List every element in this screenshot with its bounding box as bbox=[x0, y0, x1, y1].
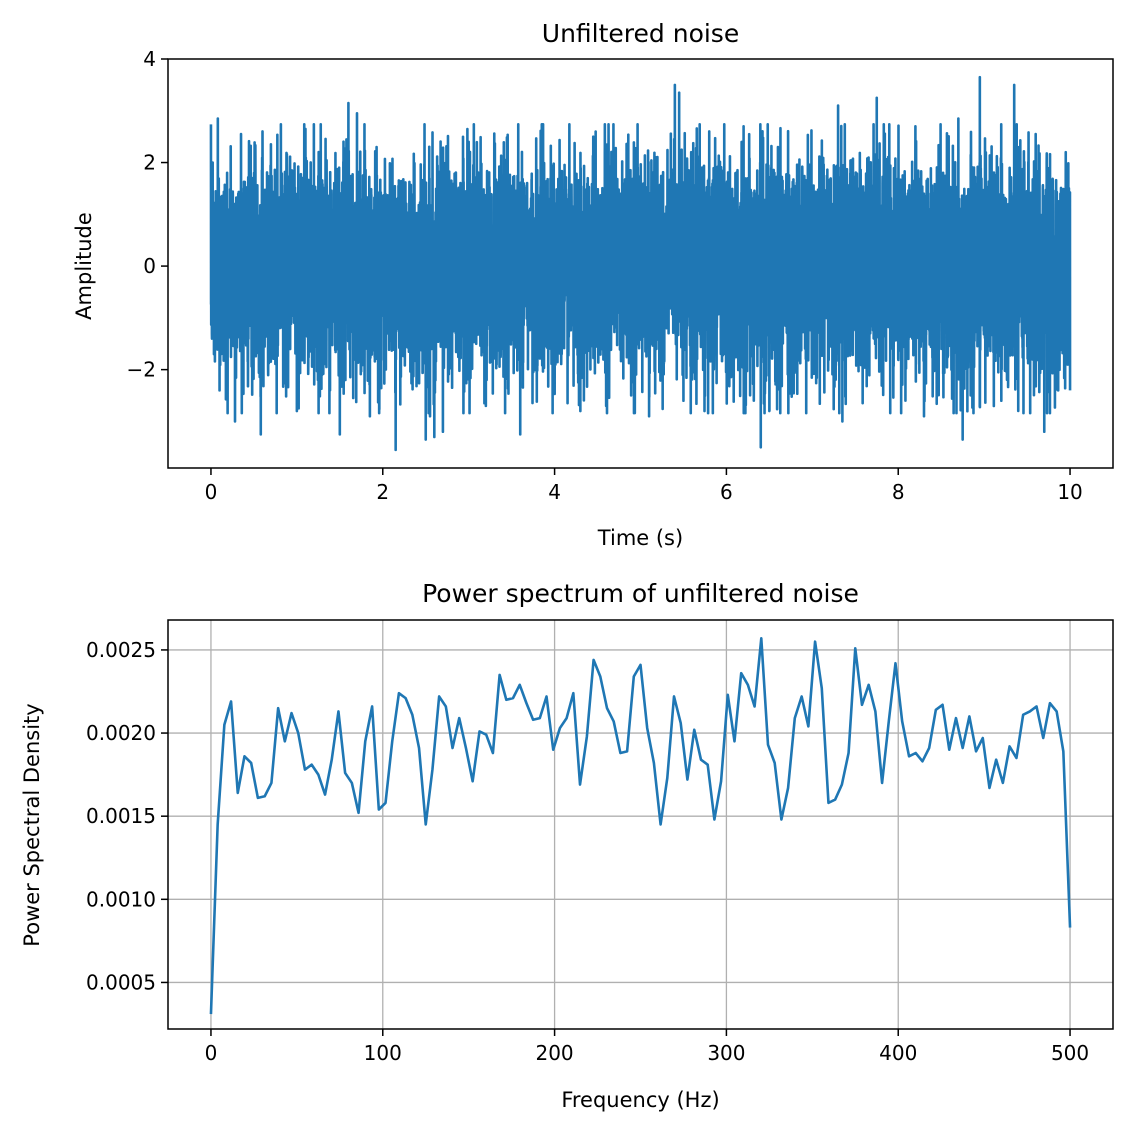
y-tick-label: 2 bbox=[143, 151, 156, 175]
x-tick-label: 200 bbox=[535, 1041, 573, 1065]
y-tick-label: 0.0010 bbox=[86, 887, 156, 911]
x-tick-label: 2 bbox=[376, 480, 389, 504]
y-tick-label: 0.0025 bbox=[86, 638, 156, 662]
x-tick-label: 100 bbox=[364, 1041, 402, 1065]
plot-frame bbox=[167, 58, 1114, 469]
y-tick-label: 0.0005 bbox=[86, 970, 156, 994]
x-axis-label: Frequency (Hz) bbox=[561, 1088, 719, 1112]
x-tick-label: 500 bbox=[1051, 1041, 1089, 1065]
x-tick-label: 8 bbox=[892, 480, 905, 504]
x-tick-label: 6 bbox=[720, 480, 733, 504]
series-line bbox=[209, 75, 1072, 452]
x-axis-ticks: 0 2 4 6 8 10 bbox=[205, 468, 1083, 504]
y-tick-label: 4 bbox=[143, 47, 156, 71]
y-axis-label: Amplitude bbox=[72, 212, 96, 320]
y-tick-label: 0.0020 bbox=[86, 721, 156, 745]
y-tick-label: 0.0015 bbox=[86, 804, 156, 828]
x-tick-label: 0 bbox=[205, 1041, 218, 1065]
chart-title: Power spectrum of unfiltered noise bbox=[422, 579, 859, 608]
grid bbox=[168, 620, 1113, 1029]
x-tick-label: 10 bbox=[1057, 480, 1082, 504]
y-axis-label: Power Spectral Density bbox=[20, 703, 44, 946]
series-group bbox=[209, 636, 1072, 1015]
x-axis-label: Time (s) bbox=[597, 526, 683, 550]
plot-frame bbox=[167, 619, 1114, 1030]
series-line bbox=[209, 636, 1072, 1015]
x-tick-label: 0 bbox=[205, 480, 218, 504]
x-tick-label: 400 bbox=[879, 1041, 917, 1065]
chart-power-spectrum: Power spectrum of unfiltered noise 0 100 2… bbox=[20, 579, 1114, 1112]
y-axis-ticks: −2 0 2 4 bbox=[127, 47, 168, 382]
y-tick-label: 0 bbox=[143, 254, 156, 278]
x-tick-label: 4 bbox=[548, 480, 561, 504]
y-axis-ticks: 0.0005 0.0010 0.0015 0.0020 0.0025 bbox=[86, 638, 168, 994]
y-tick-label: −2 bbox=[127, 358, 156, 382]
chart-title: Unfiltered noise bbox=[542, 19, 739, 48]
x-axis-ticks: 0 100 200 300 400 500 bbox=[205, 1029, 1089, 1065]
series-group bbox=[209, 75, 1072, 452]
x-tick-label: 300 bbox=[707, 1041, 745, 1065]
